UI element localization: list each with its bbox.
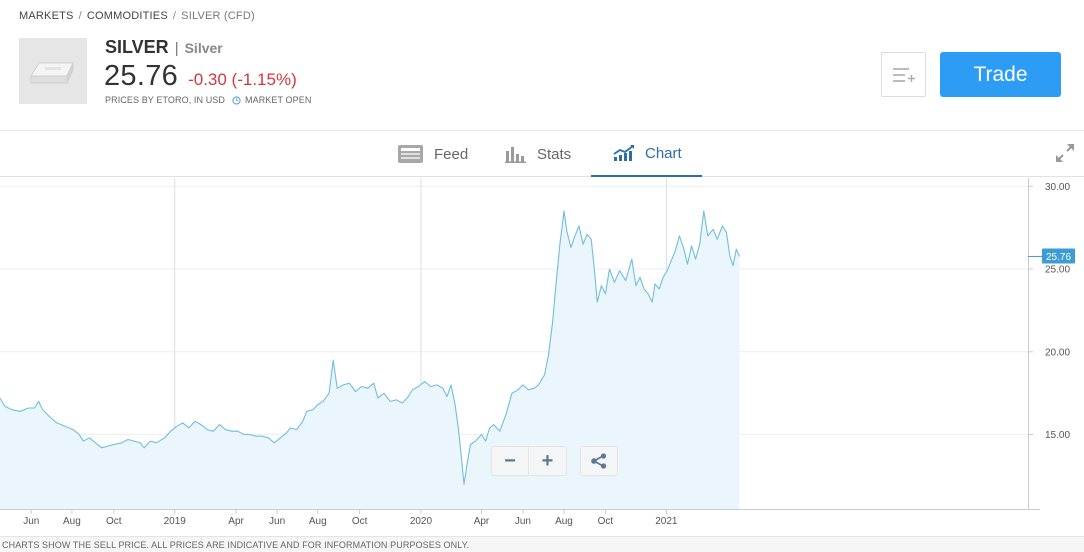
y-tick-label: 30.00 [1045,182,1070,193]
share-icon [591,453,607,469]
add-to-watchlist-icon [892,67,915,82]
price-chart[interactable]: 15.00 20.00 25.00 30.00 Jun Aug Oct 2019 Apr Jun A… [0,178,1084,536]
tab-feed[interactable]: Feed [397,131,468,177]
x-tick-label: 2019 [164,516,187,527]
breadcrumb-separator: / [78,10,82,22]
x-tick-label: Aug [63,516,81,527]
x-tick-label: Jun [515,516,531,527]
tab-feed-label: Feed [434,145,469,163]
breadcrumb-separator: / [172,10,177,22]
add-to-watchlist-button[interactable] [881,52,926,97]
name-separator: | [174,40,179,57]
last-price-badge [1042,248,1075,264]
clock-icon [232,95,241,105]
y-tick-label: 15.00 [1045,430,1070,441]
share-chart-button[interactable] [580,446,618,476]
current-price: 25.76 [104,60,179,92]
breadcrumb-current: SILVER (CFD) [181,10,255,22]
trade-button[interactable]: Trade [940,52,1061,97]
x-tick-label: Oct [598,516,614,527]
breadcrumb: MARKETS / COMMODITIES / SILVER (CFD) [19,10,255,22]
tab-stats[interactable]: Stats [505,131,571,177]
instrument-header: SILVER | Silver [105,37,223,58]
x-tick-label: Oct [106,516,122,527]
market-status: MARKET OPEN [232,95,311,105]
breadcrumb-markets[interactable]: MARKETS [19,10,74,22]
price-line [0,210,741,485]
instrument-logo [19,38,87,104]
instrument-symbol: SILVER [105,37,169,57]
y-tick-label: 20.00 [1045,347,1070,358]
price-chart-svg: 15.00 20.00 25.00 30.00 Jun Aug Oct 2019 Apr Jun A… [0,178,1075,527]
x-tick-label: Oct [352,516,368,527]
price-info-row: PRICES BY ETORO, IN USD MARKET OPEN [105,95,311,105]
expand-chart-button[interactable] [1054,142,1076,164]
chart-disclaimer: CHARTS SHOW THE SELL PRICE. ALL PRICES A… [0,536,1084,552]
silver-bar-icon [30,62,74,84]
x-tick-label: 2021 [655,516,678,527]
y-tick-label: 25.00 [1045,265,1070,276]
chart-icon [613,145,634,161]
market-status-label: MARKET OPEN [245,95,312,105]
x-tick-label: Aug [555,516,573,527]
prices-source-note: PRICES BY ETORO, IN USD [105,95,225,105]
last-price-label: 25.76 [1046,252,1071,263]
tab-chart[interactable]: Chart [591,131,702,177]
expand-icon [1056,144,1074,162]
breadcrumb-commodities[interactable]: COMMODITIES [86,10,168,22]
zoom-out-button[interactable]: − [491,446,529,476]
x-tick-label: Apr [474,516,490,527]
x-tick-label: 2020 [410,516,433,527]
x-tick-label: Jun [23,516,39,527]
tab-chart-label: Chart [645,144,682,162]
x-tick-label: Apr [228,516,244,527]
stats-icon [505,147,526,163]
price-row: 25.76 -0.30 (-1.15%) [104,60,297,93]
feed-icon [398,145,423,163]
tab-stats-label: Stats [537,145,572,163]
zoom-in-button[interactable]: + [529,446,567,476]
price-area [0,211,740,509]
tabs-bar: Feed Stats Chart [0,130,1084,177]
x-tick-label: Aug [309,516,327,527]
zoom-controls: − + [491,446,567,476]
instrument-full-name: Silver [184,40,223,56]
price-change: -0.30 (-1.15%) [188,70,297,89]
x-tick-label: Jun [269,516,285,527]
